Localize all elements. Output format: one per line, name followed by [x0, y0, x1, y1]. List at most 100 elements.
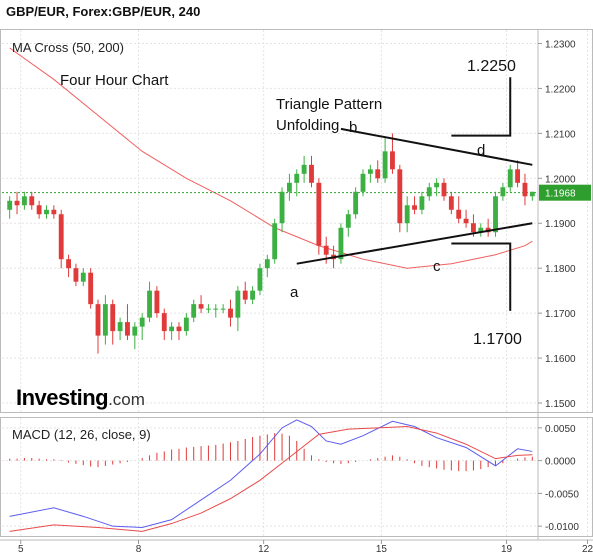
chart-title: GBP/EUR, Forex:GBP/EUR, 240: [6, 4, 201, 19]
candle-body: [191, 304, 197, 318]
candle-body: [66, 259, 71, 269]
candle-body: [110, 304, 116, 332]
candle-body: [14, 200, 20, 206]
candle-body: [132, 326, 138, 336]
price-y-tick-label: 1.2200: [545, 84, 576, 95]
candle-body: [323, 245, 329, 255]
candle-body: [257, 268, 263, 291]
candle-body: [507, 169, 513, 188]
candle-body: [441, 182, 447, 197]
candle-body: [228, 308, 233, 318]
point-d-label: d: [477, 142, 486, 159]
candle-body: [294, 173, 300, 183]
candle-body: [220, 308, 226, 310]
point-b-label: b: [349, 119, 358, 136]
macd-y-tick-label: 0.0000: [545, 457, 576, 468]
ma-cross-label: MA Cross (50, 200): [12, 40, 124, 55]
candle-body: [36, 205, 42, 215]
candle-body: [390, 151, 395, 170]
candle-body: [58, 214, 64, 260]
candle-body: [515, 169, 521, 183]
target-up-projection-line: [451, 77, 512, 137]
candle-body: [309, 164, 314, 183]
price-y-tick-label: 1.2100: [545, 129, 576, 140]
macd-y-tick-label: -0.0050: [545, 489, 579, 500]
candle-body: [360, 173, 366, 192]
triangle-pattern-label: Triangle Pattern: [276, 96, 383, 113]
logo-domain: .com: [108, 390, 145, 409]
candle-body: [522, 182, 528, 197]
x-tick-label: 12: [258, 544, 270, 555]
candle-body: [7, 200, 13, 210]
ma-line: [9, 47, 533, 269]
candle-body: [301, 164, 307, 174]
target-up-label: 1.2250: [467, 58, 516, 75]
triangle-lower-trendline: [296, 222, 533, 265]
candle-body: [235, 290, 241, 318]
candle-body: [154, 290, 160, 314]
x-tick-label: 5: [18, 544, 24, 555]
candle-body: [493, 196, 498, 233]
candle-body: [529, 191, 535, 197]
candle-body: [338, 227, 344, 260]
candle-body: [29, 196, 35, 206]
candle-body: [382, 151, 388, 179]
current-price-badge-label: 1.1968: [545, 189, 576, 200]
candle-body: [353, 191, 359, 215]
price-y-tick-label: 1.1700: [545, 309, 576, 320]
point-c-label: c: [433, 258, 441, 275]
price-y-tick-label: 1.1900: [545, 219, 576, 230]
candle-body: [500, 187, 506, 197]
macd-y-tick-label: -0.0100: [545, 522, 579, 533]
candle-body: [147, 290, 152, 318]
candle-body: [88, 272, 94, 305]
candle-body: [448, 196, 454, 210]
candle-body: [139, 317, 145, 327]
macd-label: MACD (12, 26, close, 9): [12, 427, 151, 442]
macd-line: [9, 419, 533, 528]
point-a-label: a: [290, 284, 299, 301]
target-down-projection-line: [451, 242, 512, 311]
unfolding-label: Unfolding: [276, 117, 340, 134]
x-tick-label: 19: [501, 544, 513, 555]
candle-body: [434, 182, 440, 188]
price-y-tick-label: 1.1500: [545, 399, 576, 410]
candle-body: [412, 205, 417, 210]
x-tick-label: 22: [582, 544, 593, 555]
candle-body: [471, 223, 476, 233]
candle-body: [345, 214, 351, 228]
four-hour-chart-label: Four Hour Chart: [60, 72, 169, 89]
candle-body: [272, 223, 278, 260]
candle-body: [117, 322, 123, 332]
candle-body: [176, 326, 182, 332]
candle-body: [426, 187, 432, 197]
candle-body: [102, 304, 108, 336]
candle-body: [419, 196, 425, 210]
candle-body: [397, 169, 403, 224]
candle-body: [80, 272, 86, 282]
candle-body: [206, 308, 211, 310]
candle-body: [213, 308, 219, 310]
candle-body: [183, 317, 189, 332]
price-y-tick-label: 1.2000: [545, 174, 576, 185]
candle-body: [44, 209, 49, 215]
candle-body: [404, 205, 410, 224]
candle-body: [463, 218, 469, 224]
triangle-upper-trendline: [340, 127, 533, 166]
candle-body: [316, 182, 322, 246]
price-y-tick-label: 1.1600: [545, 354, 576, 365]
investing-logo[interactable]: Investing.com: [16, 385, 145, 411]
candle-body: [375, 169, 381, 179]
x-tick-label: 8: [136, 544, 142, 555]
candle-body: [169, 326, 175, 332]
candle-body: [264, 259, 270, 269]
x-tick-label: 15: [376, 544, 388, 555]
candle-body: [250, 290, 256, 300]
candle-body: [161, 313, 167, 332]
logo-brand: Investing: [16, 385, 109, 410]
candle-body: [279, 191, 285, 224]
candle-body: [286, 182, 292, 192]
target-down-label: 1.1700: [473, 331, 522, 348]
candle-body: [242, 290, 248, 300]
